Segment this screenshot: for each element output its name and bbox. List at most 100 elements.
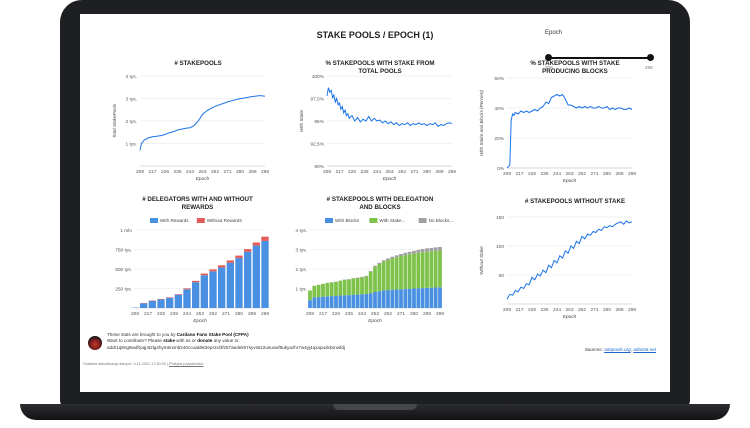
delegators-bar-withoutrewards <box>235 255 243 259</box>
delegation-blocks-bar-withblocks <box>420 288 425 308</box>
delegation-blocks-bar-withstake <box>364 276 369 294</box>
pct-producing-y-axis-label: With Stake and Blocks (Percent) <box>479 89 484 156</box>
stakepools-x-tick-label: 298 <box>261 169 269 175</box>
delegation-blocks-y-tick-label: 4 tys. <box>296 228 307 234</box>
delegation-blocks-bar-withstake <box>334 281 338 296</box>
delegators-legend-label: With Rewards <box>160 218 189 223</box>
delegation-blocks-x-tick-label: 280 <box>410 311 418 317</box>
delegation-blocks-y-tick-label: 1 tys. <box>296 286 307 292</box>
epoch-slider-min-handle[interactable] <box>545 54 552 61</box>
delegators-bar-withoutrewards <box>174 294 182 295</box>
delegators-x-tick-label: 217 <box>144 311 152 317</box>
page-title: STAKE POOLS / EPOCH (1) <box>316 30 434 40</box>
delegators-bar-withrewards <box>226 262 234 308</box>
delegators-bar-withoutrewards <box>244 249 252 252</box>
delegators-y-tick-label: 1 mln <box>120 228 132 234</box>
pct-producing-x-tick-label: 262 <box>578 171 586 177</box>
delegation-blocks-x-tick-label: 298 <box>436 311 444 317</box>
delegation-blocks-bar-withblocks <box>355 294 360 308</box>
pct-with-stake-y-tick-label: 90% <box>314 164 324 170</box>
without-stake-y-tick-label: 150 <box>496 215 504 221</box>
without-stake-series-line <box>506 220 633 300</box>
delegators-legend-swatch <box>196 218 205 223</box>
updated-separator: | <box>165 362 169 366</box>
dashboard-screen: STAKE POOLS / EPOCH (1) Epoch 208 298 # … <box>80 14 670 392</box>
without-stake-x-tick-label: 262 <box>578 307 586 313</box>
delegation-blocks-bar-withblocks <box>373 292 377 308</box>
source-link-adastat[interactable]: adastat.net <box>633 347 656 352</box>
privacy-policy-link[interactable]: Polityka prywatności <box>169 362 204 366</box>
delegation-blocks-legend-label: With Blocks <box>335 218 360 223</box>
delegators-bar-withoutrewards <box>200 273 208 276</box>
without-stake-x-tick-label: 289 <box>615 307 623 313</box>
sources-label: Sources: <box>584 347 603 352</box>
delegation-blocks-y-tick-label: 2 tys. <box>296 267 307 273</box>
delegators-x-tick-label: 289 <box>248 311 256 317</box>
pct-producing-x-tick-label: 217 <box>515 171 523 177</box>
delegators-x-tick-label: 226 <box>157 311 165 317</box>
delegation-blocks-bar-noblocks <box>390 256 395 259</box>
pct-producing-x-tick-label: 226 <box>528 171 536 177</box>
delegation-blocks-legend-label: No Blocks... <box>429 218 454 223</box>
delegation-blocks-bar-withstake <box>416 252 421 289</box>
pct-producing-y-tick-label: 20% <box>494 136 504 142</box>
without-stake-x-axis-label: Epoch <box>563 314 577 320</box>
delegation-blocks-legend-swatch <box>325 218 333 223</box>
epoch-slider-max-handle[interactable] <box>647 54 654 61</box>
source-link-adapools[interactable]: adapools.org <box>604 347 631 352</box>
delegation-blocks-bar-withstake <box>433 250 438 288</box>
stakepools-x-tick-label: 235 <box>173 169 181 175</box>
chart-title-delegators: # DELEGATORS WITH AND WITHOUT REWARDS <box>142 196 253 211</box>
delegation-blocks-bar-withstake <box>407 254 412 289</box>
stakepools-x-tick-label: 208 <box>136 169 144 175</box>
delegators-x-tick-label: 253 <box>196 311 204 317</box>
stake-pool-logo <box>88 336 102 350</box>
stakepools-x-tick-label: 262 <box>211 169 219 175</box>
delegation-blocks-bar-withblocks <box>316 297 321 308</box>
epoch-slider-min-value: 208 <box>545 65 553 70</box>
delegation-blocks-bar-noblocks <box>403 252 408 256</box>
stakepools-y-tick-label: 4 tys. <box>126 74 137 80</box>
delegation-blocks-bar-withstake <box>308 290 312 301</box>
delegation-blocks-legend-swatch <box>418 218 427 223</box>
pct-producing-y-tick-label: 60% <box>494 76 504 82</box>
delegation-blocks-bar-withblocks <box>403 288 408 308</box>
delegation-blocks-bar-noblocks <box>407 251 412 255</box>
pct-producing-x-tick-label: 280 <box>603 171 611 177</box>
pct-with-stake-x-tick-label: 253 <box>385 169 393 175</box>
delegation-blocks-bar-withblocks <box>394 289 399 308</box>
delegation-blocks-bar-withblocks <box>329 296 334 308</box>
sources-note: Sources: adapools.org, adastat.net <box>585 347 656 352</box>
delegation-blocks-bar-withstake <box>386 260 390 291</box>
delegators-bar-withrewards <box>209 271 217 308</box>
delegators-bar-withrewards <box>148 300 156 308</box>
epoch-range-slider[interactable]: Epoch 208 298 <box>545 28 655 70</box>
delegation-blocks-legend-label: With Stake... <box>379 218 405 223</box>
delegation-blocks-bar-withstake <box>316 284 321 298</box>
delegators-x-axis-label: Epoch <box>193 318 207 324</box>
delegation-blocks-bar-withstake <box>347 279 351 296</box>
without-stake-x-tick-label: 226 <box>528 307 536 313</box>
delegators-x-tick-label: 271 <box>222 311 230 317</box>
donate-link[interactable]: donate <box>197 338 213 344</box>
delegation-blocks-x-axis-label: Epoch <box>368 318 382 324</box>
delegation-blocks-x-tick-label: 289 <box>423 311 431 317</box>
delegation-blocks-bar-withstake <box>399 256 403 290</box>
stake-link[interactable]: stake <box>163 338 176 344</box>
delegators-y-tick-label: 250 tys. <box>115 286 132 292</box>
chart-title-delegation-blocks: # STAKEPOOLS WITH DELEGATION AND BLOCKS <box>326 196 434 211</box>
delegation-blocks-bar-withstake <box>329 282 334 297</box>
delegation-blocks-bar-withblocks <box>433 287 438 308</box>
pct-producing-series-line <box>506 93 633 169</box>
epoch-slider-track[interactable] <box>548 57 651 59</box>
pct-producing-x-tick-label: 298 <box>628 171 636 177</box>
pool-name: Cardano Fans Stake Pool (CFPA) <box>176 332 249 337</box>
stakepools-y-tick-label: 3 tys. <box>126 96 137 102</box>
delegation-blocks-bar-withblocks <box>334 295 338 308</box>
delegators-bar-withrewards <box>174 294 182 308</box>
without-stake-x-tick-label: 271 <box>590 307 598 313</box>
donation-address: addr1q8ng8wdfrpqj4t2lg4hym5rxm5240ccuak9… <box>107 344 345 350</box>
without-stake-x-tick-label: 244 <box>553 307 561 313</box>
stakepools-x-tick-label: 217 <box>148 169 156 175</box>
delegators-bar-withrewards <box>218 267 226 308</box>
